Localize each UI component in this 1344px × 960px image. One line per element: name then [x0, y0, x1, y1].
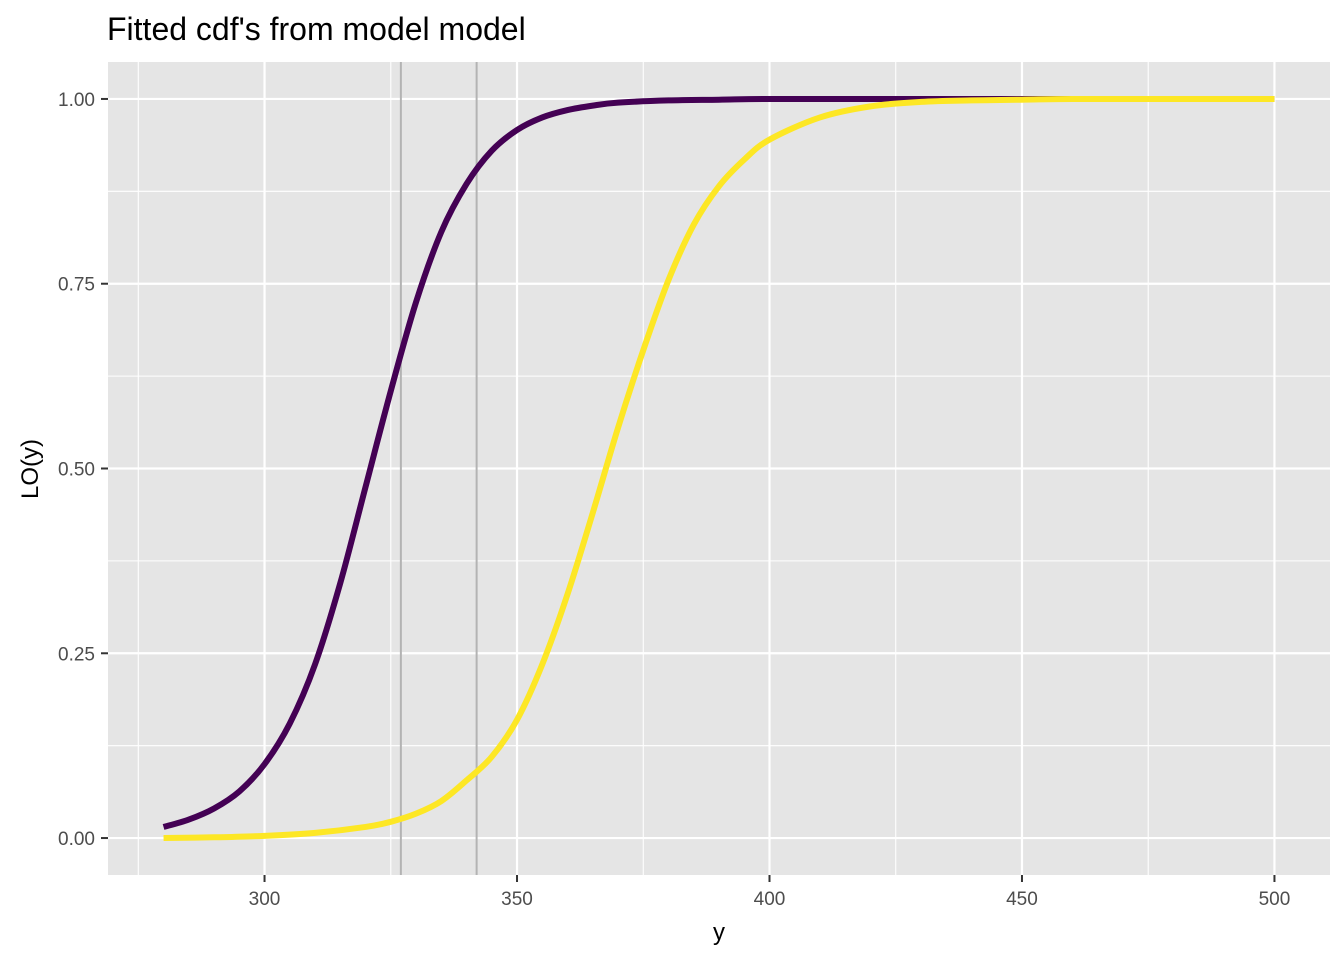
chart-title: Fitted cdf's from model model: [107, 11, 526, 47]
reference-lines: [399, 62, 478, 875]
x-tick-label: 450: [1006, 889, 1038, 910]
series-layer: [162, 95, 1275, 842]
x-axis: 300 350 400 450 500: [249, 875, 1291, 910]
x-tick-label: 350: [501, 889, 533, 910]
y-tick-label: 0.25: [58, 644, 95, 665]
x-tick-label: 300: [249, 889, 281, 910]
y-axis: 0.00 0.25 0.50 0.75 1.00: [58, 90, 108, 850]
series-line-2: [163, 95, 1275, 842]
y-tick-label: 1.00: [58, 90, 95, 111]
x-axis-title: y: [713, 919, 725, 946]
x-tick-label: 400: [754, 889, 786, 910]
y-tick-label: 0.75: [58, 275, 95, 296]
series-line-1: [162, 95, 1275, 830]
x-tick-label: 500: [1259, 889, 1291, 910]
y-tick-label: 0.00: [58, 829, 95, 850]
y-tick-label: 0.50: [58, 460, 95, 481]
y-axis-title: LO(y): [17, 439, 44, 499]
